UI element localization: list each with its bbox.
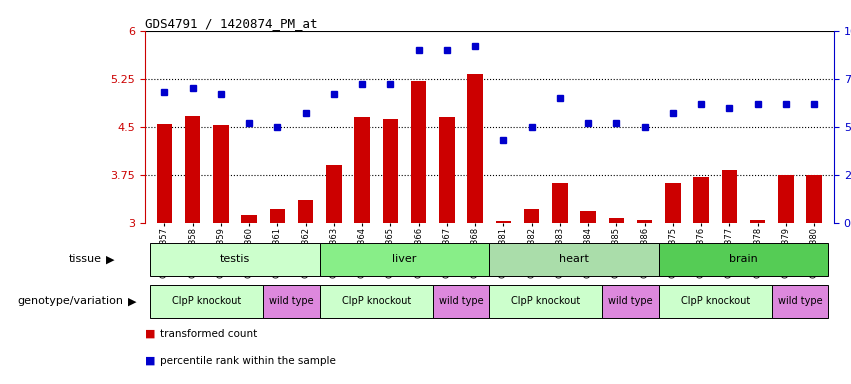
Text: wild type: wild type xyxy=(269,296,314,306)
Bar xyxy=(489,243,659,276)
Bar xyxy=(411,81,426,223)
Bar xyxy=(772,285,828,318)
Bar xyxy=(467,74,483,223)
Bar xyxy=(242,215,257,223)
Bar xyxy=(552,183,568,223)
Bar xyxy=(580,211,596,223)
Text: brain: brain xyxy=(729,254,758,264)
Bar xyxy=(659,243,828,276)
Bar xyxy=(659,285,772,318)
Bar xyxy=(326,165,342,223)
Text: tissue: tissue xyxy=(69,254,102,264)
Text: GDS4791 / 1420874_PM_at: GDS4791 / 1420874_PM_at xyxy=(145,17,317,30)
Text: ClpP knockout: ClpP knockout xyxy=(342,296,411,306)
Bar xyxy=(263,285,320,318)
Bar xyxy=(151,285,263,318)
Bar xyxy=(778,175,794,223)
Bar xyxy=(489,285,603,318)
Text: ■: ■ xyxy=(145,356,155,366)
Text: liver: liver xyxy=(392,254,417,264)
Text: genotype/variation: genotype/variation xyxy=(17,296,123,306)
Bar xyxy=(807,175,822,223)
Text: ■: ■ xyxy=(145,329,155,339)
Text: ClpP knockout: ClpP knockout xyxy=(511,296,580,306)
Bar xyxy=(637,220,653,223)
Text: ▶: ▶ xyxy=(128,296,136,306)
Text: ClpP knockout: ClpP knockout xyxy=(681,296,750,306)
Bar xyxy=(524,209,540,223)
Bar xyxy=(665,183,681,223)
Bar xyxy=(608,218,625,223)
Bar xyxy=(214,126,229,223)
Text: heart: heart xyxy=(559,254,589,264)
Bar xyxy=(298,200,313,223)
Bar xyxy=(157,124,172,223)
Text: transformed count: transformed count xyxy=(160,329,257,339)
Text: percentile rank within the sample: percentile rank within the sample xyxy=(160,356,336,366)
Text: testis: testis xyxy=(220,254,250,264)
Text: ▶: ▶ xyxy=(106,254,115,264)
Bar xyxy=(320,243,489,276)
Bar xyxy=(495,222,511,223)
Text: wild type: wild type xyxy=(778,296,822,306)
Bar xyxy=(722,170,737,223)
Bar xyxy=(383,119,398,223)
Bar xyxy=(694,177,709,223)
Bar xyxy=(185,116,201,223)
Bar xyxy=(433,285,489,318)
Bar xyxy=(354,117,370,223)
Text: wild type: wild type xyxy=(439,296,483,306)
Text: ClpP knockout: ClpP knockout xyxy=(172,296,242,306)
Bar xyxy=(151,243,320,276)
Bar xyxy=(270,209,285,223)
Bar xyxy=(603,285,659,318)
Bar xyxy=(750,220,765,223)
Bar xyxy=(439,117,454,223)
Text: wild type: wild type xyxy=(608,296,653,306)
Bar xyxy=(320,285,433,318)
